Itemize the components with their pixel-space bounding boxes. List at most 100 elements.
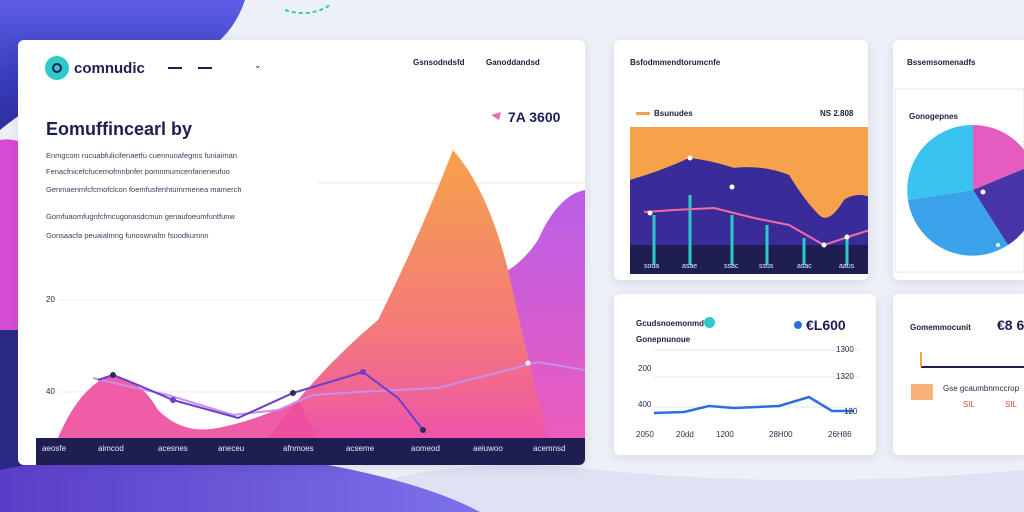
x-tick-label: asac [797,263,812,270]
x-tick-label: 1200 [716,430,734,439]
stat-card-right: Gomemmocunit €8 6 Gse gcaumbnmccrop SIL … [893,294,1024,455]
y-tick-label: 1300 [836,345,854,354]
data-point [110,372,116,378]
x-tick-label: aeiuwoo [473,444,503,453]
description-line: Enmgcom rucuabfulicifenaetfu cuennuoafeg… [46,151,237,160]
data-point [170,397,176,403]
x-tick-label: afnmoes [283,444,314,453]
description-line: Genmaenmfcfcmofclcon foemfusfenhtumrmene… [46,185,242,194]
pie-slice [907,124,973,200]
chart2-svg [653,349,860,415]
data-point [844,234,850,240]
pie-slice [973,168,1024,245]
data-point [360,369,366,375]
chart1-legend: Bsunudes [654,109,693,118]
series-line-purple [97,370,424,431]
chart2-title: Gcudsnoemonmd [636,319,705,328]
stat-item-value: SIL [1005,400,1018,409]
main-dashboard-card: comnudic ⌄ Gsnsodndsfd Ganoddandsd Eomuf… [18,40,585,465]
x-tick-label: asae [682,263,698,270]
chart2-value: €L600 [806,317,846,333]
x-tick-label: aimcod [98,444,124,453]
data-point [980,189,986,195]
x-tick-label: aaus [839,263,855,270]
x-tick-label: aomeod [411,444,440,453]
cyan-dot-icon [704,317,715,328]
bottom-soft-wave [300,465,1024,512]
x-tick-label: ssus [759,263,774,270]
bottom-purple-wave [0,452,480,512]
y-tick-label: 20 [46,295,55,304]
data-point [290,390,296,396]
chart-card-pie: Bssemsomenadfs Gonogepnes [893,40,1024,280]
data-point [687,155,693,161]
series-points [110,330,531,433]
chart2-legend: Gonepnunoue [636,335,691,344]
headline-value: 7A 3600 [508,109,561,125]
area-series-peak [268,150,548,438]
data-point [821,242,827,248]
x-tick-label: 26H86 [828,430,852,439]
chart-card-revenue: Bsfodmmendtorumcnfe Bsunudes NS 2.808 so… [614,40,868,280]
pie-slice [908,190,1008,256]
x-tick-label: acesnes [158,444,188,453]
x-tick-label: ssac [724,263,739,270]
brand-name: comnudic [74,60,145,77]
x-axis-band [36,438,585,465]
logo-inner-icon [52,63,62,73]
logo-icon[interactable] [45,56,69,80]
data-point [420,427,426,433]
tab-first[interactable]: Gsnsodndsfd [413,58,465,67]
stat-value: €8 6 [997,317,1024,333]
legend-dot-icon [794,321,802,329]
main-title: Eomuffincearl by [46,119,193,139]
chevron-down-icon[interactable]: ⌄ [254,60,262,70]
chart1-points [647,155,850,248]
stat-item-value: SIL [963,400,976,409]
pie-svg [894,88,1024,273]
data-point [996,243,1000,247]
description-line: Fenacfnicefcfucemofmnbnfer pomnmumcenfan… [46,167,230,176]
chart2-line [653,395,854,415]
brand-divider [168,67,182,69]
x-tick-label: aeosfe [42,444,67,453]
series-line-lavender [92,360,585,417]
chart1-svg [630,127,868,274]
y-tick-label: 200 [638,364,652,373]
x-tick-label: acseme [346,444,375,453]
y-tick-label: 1320 [836,372,854,381]
chart1-title: Bsfodmmendtorumcnfe [630,58,721,67]
stat-swatch [911,384,933,400]
area-series-left [58,375,318,438]
pie-slice [973,125,1024,190]
chart1-value: NS 2.808 [820,109,854,118]
y-tick-label: 400 [638,400,652,409]
y-tick-label: 120 [844,407,858,416]
data-point [729,184,735,190]
description-line: Gomfuaomfugnfcfmcugonasdcmun genaufoeumf… [46,212,235,221]
stat-label: Gomemmocunit [910,323,971,332]
stat-svg [911,352,1024,400]
description-line: Gonsaacfa peuaialmng funoswnafm fsuodkum… [46,231,209,240]
brand-divider [198,67,212,69]
data-point [525,360,531,366]
pie-title: Bssemsomenadfs [907,58,976,67]
y-tick-label: 40 [46,387,55,396]
pie-legend: Gonogepnes [909,112,958,121]
data-point [647,210,653,216]
data-point [350,330,356,336]
stat-item: Gse gcaumbnmccrop [943,384,1020,393]
chart-card-line: Gcudsnoemonmd Gonepnunoue €L600 200 400 … [614,294,876,455]
main-chart-svg [36,112,585,465]
tab-second[interactable]: Ganoddandsd [486,58,540,67]
x-tick-label: acemnsd [533,444,566,453]
y-tick-label: 2050 [636,430,654,439]
top-dashed-arc [284,4,331,15]
trend-arrow-icon [491,112,501,120]
pie-chart [907,124,1024,256]
x-tick-label: 28H00 [769,430,793,439]
legend-swatch [636,112,650,115]
x-tick-label: soua [644,263,660,270]
x-tick-label: aneceu [218,444,245,453]
x-tick-label: 20dd [676,430,694,439]
